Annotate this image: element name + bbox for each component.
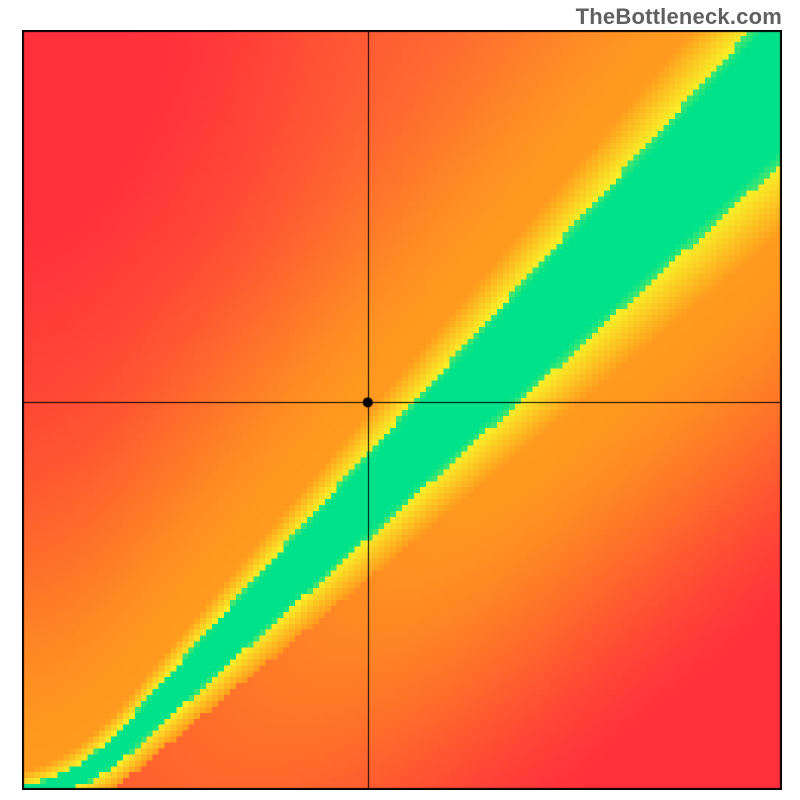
watermark-text: TheBottleneck.com [576,4,782,30]
bottleneck-heatmap [22,30,782,790]
chart-container: TheBottleneck.com [0,0,800,800]
